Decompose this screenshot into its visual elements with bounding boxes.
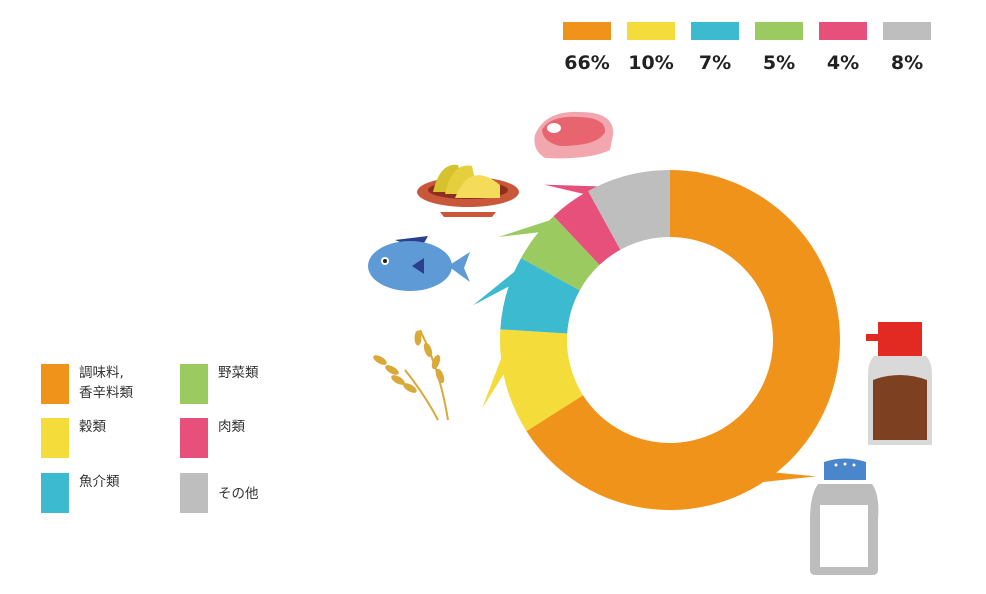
value-legend-swatch [755, 22, 803, 40]
soy-sauce-bottle-icon [866, 322, 932, 445]
slice-pointer-0 [759, 472, 817, 483]
category-legend-label: 穀類 [79, 419, 106, 435]
donut-slice-5 [588, 170, 670, 250]
meat-icon [534, 111, 614, 159]
value-legend-label: 10% [628, 52, 674, 74]
slice-pointer-3 [498, 219, 554, 237]
donut-slice-1 [500, 329, 584, 432]
salt-shaker-icon [810, 458, 879, 575]
category-legend-swatch [180, 364, 208, 404]
donut-slice-2 [500, 258, 580, 334]
value-legend-swatch [563, 22, 611, 40]
slice-pointer-1 [482, 354, 506, 409]
donut-slice-4 [553, 191, 621, 265]
donut-slice-0 [526, 170, 840, 510]
value-legend-label: 8% [890, 52, 924, 74]
category-legend-label: 野菜類 [218, 365, 259, 381]
value-legend-swatch [883, 22, 931, 40]
value-legend-swatch [691, 22, 739, 40]
category-legend-label: その他 [218, 486, 259, 502]
potato-dish-icon [417, 164, 519, 217]
value-legend-label: 5% [762, 52, 796, 74]
category-legend-swatch [180, 418, 208, 458]
value-legend-swatch [627, 22, 675, 40]
value-legend-label: 4% [826, 52, 860, 74]
donut-slice-3 [521, 216, 600, 291]
category-legend-label: 肉類 [218, 419, 245, 435]
value-legend-label: 66% [564, 52, 610, 74]
value-legend-swatch [819, 22, 867, 40]
slice-pointer-4 [544, 184, 602, 195]
category-legend-label: 調味料, 香辛料類 [79, 365, 133, 401]
grain-icon [373, 329, 449, 421]
category-legend-swatch [41, 473, 69, 513]
value-legend-label: 7% [698, 52, 732, 74]
category-legend-swatch [180, 473, 208, 513]
fish-icon [368, 236, 470, 291]
category-legend-swatch [41, 418, 69, 458]
category-legend-swatch [41, 364, 69, 404]
category-legend-label: 魚介類 [79, 474, 120, 490]
slice-pointer-2 [473, 269, 518, 306]
